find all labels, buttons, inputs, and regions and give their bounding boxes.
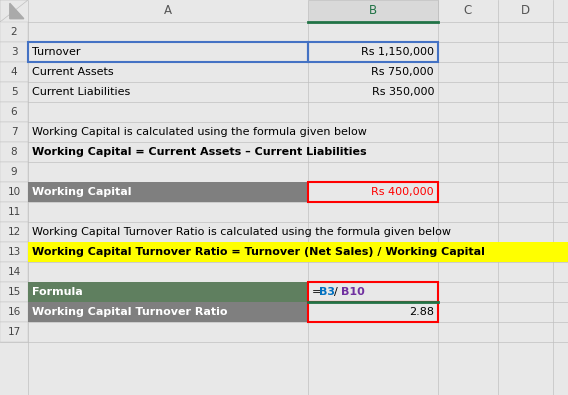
Text: Rs 1,150,000: Rs 1,150,000 <box>361 47 434 57</box>
Text: Turnover: Turnover <box>32 47 81 57</box>
Bar <box>28 242 568 262</box>
Text: 9: 9 <box>11 167 17 177</box>
Bar <box>0 282 28 302</box>
Text: 15: 15 <box>7 287 20 297</box>
Bar <box>308 282 438 302</box>
Bar <box>28 182 308 202</box>
Text: Rs 400,000: Rs 400,000 <box>371 187 434 197</box>
Text: /: / <box>333 287 337 297</box>
Polygon shape <box>0 0 28 22</box>
Bar <box>0 222 28 242</box>
Text: Working Capital Turnover Ratio is calculated using the formula given below: Working Capital Turnover Ratio is calcul… <box>32 227 451 237</box>
Text: 12: 12 <box>7 227 20 237</box>
Text: Working Capital: Working Capital <box>32 187 132 197</box>
Bar <box>0 62 28 82</box>
Bar <box>0 262 28 282</box>
Bar <box>28 42 308 62</box>
Bar <box>308 42 438 62</box>
Text: B3: B3 <box>319 287 335 297</box>
Bar <box>308 0 438 22</box>
Bar <box>0 42 28 62</box>
Polygon shape <box>0 0 28 22</box>
Text: Formula: Formula <box>32 287 83 297</box>
Text: Working Capital is calculated using the formula given below: Working Capital is calculated using the … <box>32 127 367 137</box>
Text: B: B <box>369 4 377 17</box>
Text: 3: 3 <box>11 47 17 57</box>
Bar <box>308 302 438 322</box>
Text: Current Liabilities: Current Liabilities <box>32 87 130 97</box>
Bar <box>0 162 28 182</box>
Text: 11: 11 <box>7 207 20 217</box>
Bar <box>0 182 28 202</box>
Bar <box>0 22 28 42</box>
Bar <box>0 142 28 162</box>
Bar <box>0 242 28 262</box>
Bar <box>0 22 28 395</box>
Text: Current Assets: Current Assets <box>32 67 114 77</box>
Text: C: C <box>464 4 472 17</box>
Text: =: = <box>312 287 321 297</box>
Bar <box>0 102 28 122</box>
Text: 13: 13 <box>7 247 20 257</box>
Bar <box>28 302 308 322</box>
Text: 4: 4 <box>11 67 17 77</box>
Bar <box>0 0 568 22</box>
Text: 2: 2 <box>11 27 17 37</box>
Bar <box>28 282 308 302</box>
Text: 14: 14 <box>7 267 20 277</box>
Text: A: A <box>164 4 172 17</box>
Bar <box>0 322 28 342</box>
Text: Working Capital Turnover Ratio = Turnover (Net Sales) / Working Capital: Working Capital Turnover Ratio = Turnove… <box>32 247 485 257</box>
Text: Working Capital = Current Assets – Current Liabilities: Working Capital = Current Assets – Curre… <box>32 147 366 157</box>
Text: B10: B10 <box>341 287 365 297</box>
Bar <box>0 202 28 222</box>
Text: 16: 16 <box>7 307 20 317</box>
Text: 17: 17 <box>7 327 20 337</box>
Text: 8: 8 <box>11 147 17 157</box>
Bar <box>0 122 28 142</box>
Text: 6: 6 <box>11 107 17 117</box>
Text: Rs 350,000: Rs 350,000 <box>371 87 434 97</box>
Text: 7: 7 <box>11 127 17 137</box>
Bar <box>308 182 438 202</box>
Text: Working Capital Turnover Ratio: Working Capital Turnover Ratio <box>32 307 228 317</box>
Text: 5: 5 <box>11 87 17 97</box>
Polygon shape <box>10 3 24 19</box>
Text: 10: 10 <box>7 187 20 197</box>
Text: Rs 750,000: Rs 750,000 <box>371 67 434 77</box>
Text: 2.88: 2.88 <box>409 307 434 317</box>
Bar <box>0 302 28 322</box>
Bar <box>0 82 28 102</box>
Text: D: D <box>521 4 530 17</box>
